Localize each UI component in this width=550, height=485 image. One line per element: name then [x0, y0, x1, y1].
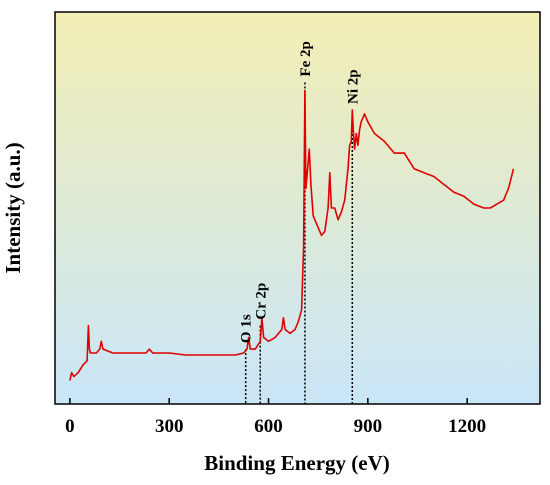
peak-label: Cr 2p	[253, 283, 269, 320]
x-tick-label: 0	[65, 416, 75, 437]
x-axis-title: Binding Energy (eV)	[204, 451, 390, 475]
y-axis-title: Intensity (a.u.)	[1, 142, 25, 273]
peak-label: O 1s	[239, 314, 255, 343]
plot-frame	[54, 11, 541, 405]
x-tick-label: 600	[254, 416, 283, 437]
plot-background	[55, 12, 540, 404]
series-line	[69, 89, 515, 381]
peak-label: Fe 2p	[298, 41, 314, 76]
x-tick-label: 900	[354, 416, 383, 437]
peak-label: Ni 2p	[345, 69, 361, 104]
tick-layer: 0 300 600 900 1200	[65, 398, 486, 437]
x-tick-label: 300	[155, 416, 184, 437]
x-tick-label: 1200	[448, 416, 486, 437]
